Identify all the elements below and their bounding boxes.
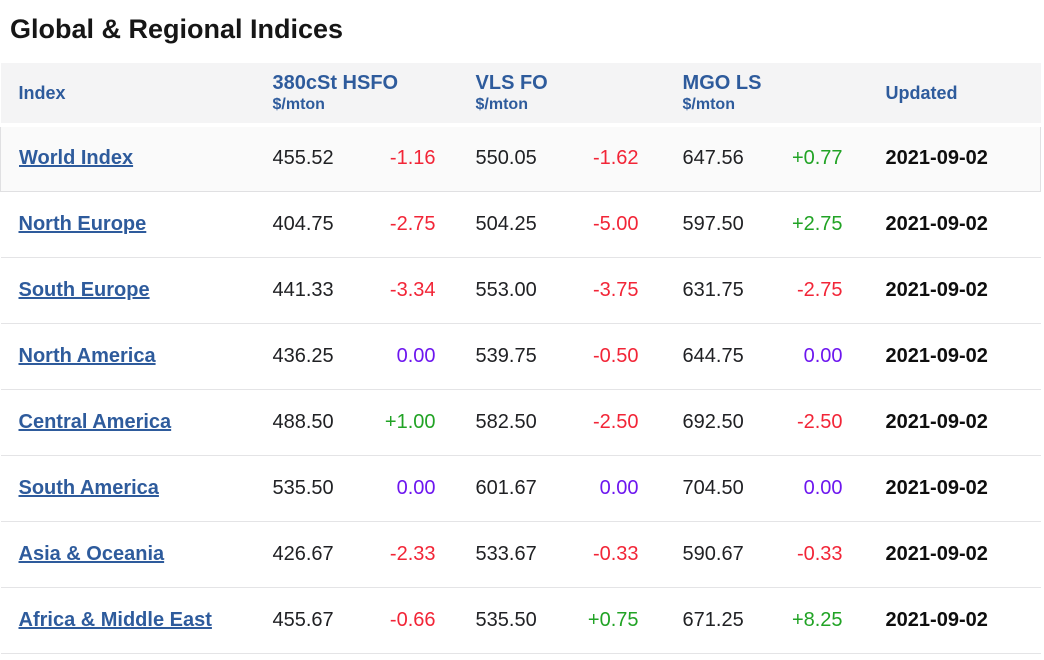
table-row: Central America 488.50 +1.00 582.50 -2.5… (0, 388, 1041, 455)
fuel-name-hsfo: 380cSt HSFO (272, 72, 399, 94)
table-row: Africa & Middle East 455.67 -0.66 535.50… (0, 586, 1041, 654)
region-index-link[interactable]: World Index (19, 147, 134, 170)
table-row: Asia & Oceania 426.67 -2.33 533.67 -0.33… (0, 520, 1041, 587)
change-hsfo: -2.33 (372, 520, 436, 587)
change-hsfo: -2.75 (372, 190, 436, 257)
price-hsfo: 426.67 (272, 520, 373, 587)
change-vlsfo: -3.75 (575, 256, 639, 323)
change-mgo: +2.75 (782, 190, 843, 257)
price-mgo: 631.75 (638, 256, 783, 323)
price-vlsfo: 539.75 (435, 322, 576, 389)
table-row: South America 535.50 0.00 601.67 0.00 70… (0, 454, 1041, 521)
change-mgo: -0.33 (782, 520, 843, 587)
price-hsfo: 441.33 (272, 256, 373, 323)
column-header-vlsfo: VLS FO $/mton (435, 63, 639, 127)
change-vlsfo: -2.50 (575, 388, 639, 455)
price-mgo: 671.25 (638, 586, 783, 654)
updated-date: 2021-09-02 (842, 586, 1041, 654)
change-vlsfo: -5.00 (575, 190, 639, 257)
change-mgo: 0.00 (782, 454, 843, 521)
fuel-name-mgo: MGO LS (682, 72, 762, 94)
column-header-mgo: MGO LS $/mton (638, 63, 843, 127)
index-cell: North Europe (0, 190, 273, 257)
price-mgo: 692.50 (638, 388, 783, 455)
change-mgo: +0.77 (782, 124, 843, 192)
price-hsfo: 535.50 (272, 454, 373, 521)
updated-date: 2021-09-02 (842, 322, 1041, 389)
region-index-link[interactable]: South America (18, 476, 159, 499)
price-vlsfo: 582.50 (435, 388, 576, 455)
price-vlsfo: 504.25 (435, 190, 576, 257)
price-mgo: 704.50 (638, 454, 783, 521)
updated-date: 2021-09-02 (842, 388, 1041, 455)
change-hsfo: -3.34 (372, 256, 436, 323)
table-row: North Europe 404.75 -2.75 504.25 -5.00 5… (0, 190, 1041, 257)
index-cell: South Europe (0, 256, 273, 323)
price-vlsfo: 601.67 (435, 454, 576, 521)
price-vlsfo: 550.05 (435, 124, 576, 192)
table-body: World Index 455.52 -1.16 550.05 -1.62 64… (0, 124, 1042, 654)
column-header-updated: Updated (842, 63, 1041, 127)
updated-date: 2021-09-02 (842, 124, 1042, 192)
region-index-link[interactable]: Central America (18, 410, 172, 433)
price-vlsfo: 535.50 (435, 586, 576, 654)
column-header-index: Index (0, 63, 273, 127)
change-mgo: 0.00 (782, 322, 843, 389)
change-vlsfo: -1.62 (575, 124, 639, 192)
index-cell: Africa & Middle East (0, 586, 273, 654)
table-row: World Index 455.52 -1.16 550.05 -1.62 64… (0, 124, 1042, 192)
table-row: South Europe 441.33 -3.34 553.00 -3.75 6… (0, 256, 1041, 323)
updated-date: 2021-09-02 (842, 454, 1041, 521)
page-title: Global & Regional Indices (10, 14, 344, 44)
index-cell: South America (0, 454, 273, 521)
updated-date: 2021-09-02 (842, 256, 1041, 323)
price-hsfo: 404.75 (272, 190, 373, 257)
fuel-unit-hsfo: $/mton (272, 96, 325, 113)
change-hsfo: -0.66 (372, 586, 436, 654)
fuel-unit-vlsfo: $/mton (475, 96, 528, 113)
price-hsfo: 488.50 (272, 388, 373, 455)
region-index-link[interactable]: Asia & Oceania (18, 542, 165, 565)
change-mgo: -2.50 (782, 388, 843, 455)
change-hsfo: +1.00 (372, 388, 436, 455)
fuel-name-vlsfo: VLS FO (475, 72, 548, 94)
indices-table: Index 380cSt HSFO $/mton VLS FO $/mton M… (0, 63, 1042, 654)
region-index-link[interactable]: North Europe (18, 212, 147, 235)
table-header-row: Index 380cSt HSFO $/mton VLS FO $/mton M… (0, 63, 1041, 127)
change-vlsfo: 0.00 (575, 454, 639, 521)
fuel-unit-mgo: $/mton (682, 96, 735, 113)
price-mgo: 590.67 (638, 520, 783, 587)
region-index-link[interactable]: Africa & Middle East (18, 608, 212, 631)
price-vlsfo: 533.67 (435, 520, 576, 587)
change-vlsfo: -0.50 (575, 322, 639, 389)
change-hsfo: 0.00 (372, 454, 436, 521)
column-header-hsfo: 380cSt HSFO $/mton (272, 63, 436, 127)
price-vlsfo: 553.00 (435, 256, 576, 323)
price-hsfo: 455.67 (272, 586, 373, 654)
change-mgo: -2.75 (782, 256, 843, 323)
table-row: North America 436.25 0.00 539.75 -0.50 6… (0, 322, 1041, 389)
region-index-link[interactable]: South Europe (18, 278, 150, 301)
index-cell: North America (0, 322, 273, 389)
index-cell: Central America (0, 388, 273, 455)
price-hsfo: 436.25 (272, 322, 373, 389)
change-mgo: +8.25 (782, 586, 843, 654)
change-hsfo: 0.00 (372, 322, 436, 389)
index-cell: Asia & Oceania (0, 520, 273, 587)
price-mgo: 644.75 (638, 322, 783, 389)
price-mgo: 647.56 (638, 124, 783, 192)
change-vlsfo: +0.75 (575, 586, 639, 654)
price-mgo: 597.50 (638, 190, 783, 257)
updated-date: 2021-09-02 (842, 190, 1041, 257)
region-index-link[interactable]: North America (18, 344, 156, 367)
change-vlsfo: -0.33 (575, 520, 639, 587)
index-cell: World Index (0, 124, 273, 192)
change-hsfo: -1.16 (372, 124, 436, 192)
updated-date: 2021-09-02 (842, 520, 1041, 587)
price-hsfo: 455.52 (272, 124, 373, 192)
